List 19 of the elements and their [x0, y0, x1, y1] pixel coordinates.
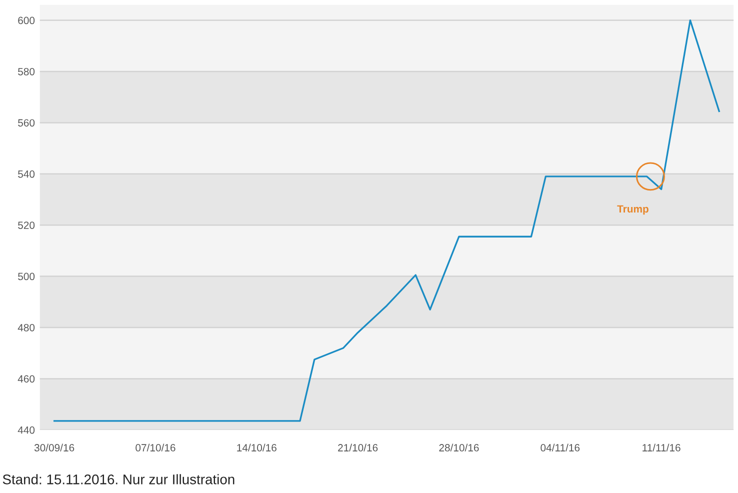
annotation: Trump [617, 205, 648, 215]
x-tick-label: 14/10/16 [237, 444, 276, 452]
x-tick-label: 04/11/16 [540, 444, 580, 452]
y-tick-label: 520 [18, 222, 35, 229]
y-tick-label: 580 [18, 68, 35, 76]
x-tick-label: 07/10/16 [136, 444, 176, 452]
x-tick-label: 11/11/16 [642, 444, 680, 452]
y-tick-label: 540 [18, 170, 35, 178]
y-tick-label: 600 [18, 16, 35, 24]
x-tick-label: 21/10/16 [338, 444, 378, 452]
y-tick-label: 560 [18, 119, 35, 127]
y-tick-label: 500 [18, 272, 35, 280]
x-tick-label: 28/10/16 [439, 444, 479, 452]
text: Stand: 15.11.2016. Nur zur Illustration [2, 474, 234, 484]
line-series [53, 19, 720, 422]
y-tick-label: 440 [18, 426, 35, 434]
y-tick-label: 460 [18, 375, 35, 383]
y-tick-label: 480 [18, 324, 35, 332]
x-tick-label: 30/09/16 [34, 444, 74, 452]
